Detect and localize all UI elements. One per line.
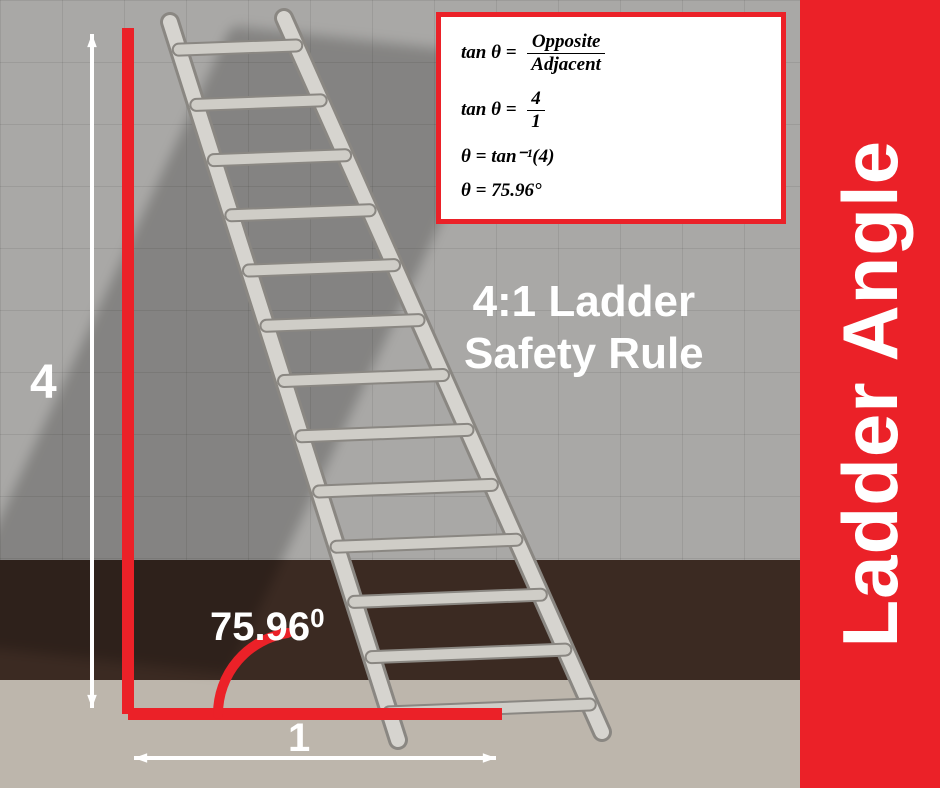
eq2-denominator: 1 xyxy=(527,111,545,133)
title-line-2: Safety Rule xyxy=(464,329,704,378)
degree-symbol: 0 xyxy=(310,603,324,633)
title-line-1: 4:1 Ladder xyxy=(473,277,696,326)
sidebar-banner: Ladder Angle xyxy=(800,0,940,788)
scene-background: 4 1 75.960 4:1 Ladder Safety Rule tan θ … xyxy=(0,0,800,788)
formula-box: tan θ = Opposite Adjacent tan θ = 4 1 θ … xyxy=(436,12,786,224)
vertical-side-label: 4 xyxy=(30,355,57,410)
eq2-left: tan θ = xyxy=(461,99,517,120)
eq2-fraction: 4 1 xyxy=(527,88,545,133)
eq1-denominator: Adjacent xyxy=(527,54,605,76)
formula-line-2: tan θ = 4 1 xyxy=(461,88,763,133)
eq1-numerator: Opposite xyxy=(527,31,605,54)
angle-number: 75.96 xyxy=(210,605,310,649)
formula-line-1: tan θ = Opposite Adjacent xyxy=(461,31,763,76)
angle-value-label: 75.960 xyxy=(210,605,325,650)
sidebar-title: Ladder Angle xyxy=(825,140,916,648)
eq1-fraction: Opposite Adjacent xyxy=(527,31,605,76)
formula-line-3: θ = tan⁻¹(4) xyxy=(461,145,763,168)
eq1-left: tan θ = xyxy=(461,42,517,63)
eq2-numerator: 4 xyxy=(527,88,545,111)
formula-line-4: θ = 75.96° xyxy=(461,180,763,202)
infographic-title: 4:1 Ladder Safety Rule xyxy=(464,276,704,380)
horizontal-side-label: 1 xyxy=(288,716,310,761)
